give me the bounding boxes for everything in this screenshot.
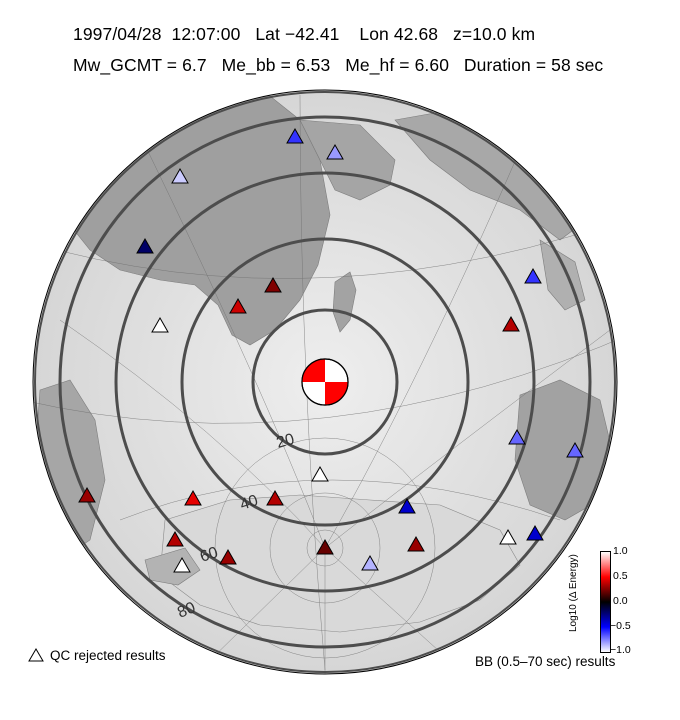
station-marker bbox=[171, 167, 189, 184]
station-marker bbox=[524, 267, 542, 284]
colorbar-tick-3: 0.0 bbox=[613, 595, 628, 607]
colorbar-tick-4: −0.5 bbox=[610, 620, 631, 632]
ring-labels: 20 40 60 80 bbox=[175, 431, 296, 622]
landmass-arabia bbox=[299, 119, 396, 201]
station-marker bbox=[78, 486, 96, 503]
ring-label-20: 20 bbox=[275, 431, 297, 452]
qc-rejected-legend: QC rejected results bbox=[28, 648, 166, 663]
station-marker bbox=[166, 530, 184, 547]
colorbar-tick-1: 1.0 bbox=[613, 545, 628, 557]
ring-label-40: 40 bbox=[238, 492, 260, 514]
qc-rejected-triangle-icon bbox=[28, 648, 44, 662]
station-marker bbox=[398, 497, 416, 514]
station-marker bbox=[184, 489, 202, 506]
station-marker bbox=[266, 489, 284, 506]
station-marker bbox=[566, 441, 584, 458]
event-header-line-2: Mw_GCMT = 6.7 Me_bb = 6.53 Me_hf = 6.60 … bbox=[73, 55, 604, 75]
station-marker-qc-rejected bbox=[499, 528, 517, 545]
graticule bbox=[33, 94, 617, 674]
station-marker bbox=[264, 276, 282, 293]
globe-outline bbox=[32, 89, 618, 675]
landmass-madagascar bbox=[332, 271, 357, 333]
station-marker bbox=[229, 297, 247, 314]
ring-label-60: 60 bbox=[198, 544, 220, 566]
station-marker bbox=[361, 554, 379, 571]
station-marker bbox=[136, 237, 154, 254]
colorbar-tick-5: −1.0 bbox=[610, 644, 631, 656]
station-marker bbox=[407, 535, 425, 552]
colorbar-label: Log10 (Δ Energy) bbox=[568, 554, 579, 632]
distance-rings bbox=[34, 91, 616, 673]
energy-colorbar bbox=[600, 551, 611, 653]
station-marker bbox=[526, 524, 544, 541]
station-markers bbox=[78, 127, 584, 573]
colorbar-tick-2: 0.5 bbox=[613, 570, 628, 582]
ring-label-80: 80 bbox=[175, 599, 198, 621]
station-marker bbox=[286, 127, 304, 144]
station-marker bbox=[326, 143, 344, 160]
station-marker bbox=[316, 538, 334, 555]
station-marker bbox=[508, 428, 526, 445]
qc-rejected-label: QC rejected results bbox=[50, 648, 166, 663]
beachball-mechanism bbox=[301, 358, 349, 406]
event-header-line-1: 1997/04/28 12:07:00 Lat −42.41 Lon 42.68… bbox=[73, 24, 536, 44]
station-marker bbox=[502, 315, 520, 332]
station-marker-qc-rejected bbox=[173, 556, 191, 573]
bb-results-caption: BB (0.5–70 sec) results bbox=[475, 654, 616, 669]
landmass-patagonia bbox=[144, 547, 201, 586]
station-marker-qc-rejected bbox=[151, 316, 169, 333]
station-marker-qc-rejected bbox=[311, 465, 329, 482]
station-marker bbox=[219, 548, 237, 565]
